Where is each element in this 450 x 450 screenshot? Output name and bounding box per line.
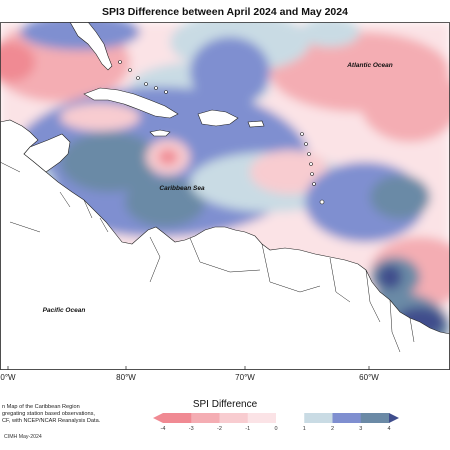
central-america bbox=[0, 119, 450, 370]
legend-high-arrow bbox=[389, 413, 399, 423]
legend-swatch bbox=[163, 413, 192, 423]
legend-tick-label: -1 bbox=[245, 426, 251, 432]
cuba bbox=[83, 87, 179, 119]
pacific-ocean-label: Pacific Ocean bbox=[43, 307, 86, 314]
legend-tick-label: -2 bbox=[217, 426, 222, 432]
spi-difference-map: Atlantic Ocean Caribbean Sea Pacific Oce… bbox=[0, 22, 450, 370]
legend-tick-label: 4 bbox=[387, 426, 391, 432]
legend-tick-label: 3 bbox=[359, 426, 363, 432]
legend-color-bar bbox=[153, 413, 399, 423]
lon-tick-label: 70°W bbox=[235, 373, 255, 382]
legend-tick-label: -4 bbox=[160, 426, 166, 432]
country-borders bbox=[0, 161, 415, 353]
legend-swatch bbox=[247, 413, 277, 423]
lon-tick-label: 0°W bbox=[0, 373, 16, 382]
footnote-line: gregating station based observations, bbox=[2, 411, 95, 417]
jamaica bbox=[149, 129, 171, 137]
legend-tick-label: 2 bbox=[330, 426, 335, 432]
yucatan bbox=[23, 133, 71, 173]
lon-tick-label: 60°W bbox=[359, 373, 379, 382]
footnote-line: CF, with NCEP/NCAR Reanalysis Data. bbox=[2, 418, 101, 424]
legend-swatch bbox=[276, 413, 305, 423]
legend-swatch bbox=[360, 413, 390, 423]
credit-text: CIMH May-2024 bbox=[4, 434, 42, 440]
legend-tick-label: -3 bbox=[188, 426, 194, 432]
land-masses bbox=[0, 22, 450, 370]
legend-tick-label: 0 bbox=[274, 426, 278, 432]
map-title: SPI3 Difference between April 2024 and M… bbox=[102, 6, 348, 18]
longitude-ticks bbox=[7, 366, 370, 370]
legend-swatch bbox=[332, 413, 362, 423]
legend-title: SPI Difference bbox=[192, 399, 258, 410]
puerto-rico bbox=[247, 120, 265, 128]
florida bbox=[69, 22, 113, 71]
legend-swatch bbox=[191, 413, 220, 423]
spi-anomaly-field bbox=[0, 22, 450, 370]
lon-tick-label: 80°W bbox=[116, 373, 136, 382]
legend-low-arrow bbox=[153, 413, 163, 423]
atlantic-ocean-label: Atlantic Ocean bbox=[346, 62, 393, 69]
caribbean-sea-label: Caribbean Sea bbox=[159, 185, 205, 192]
legend-tick-label: 1 bbox=[302, 426, 306, 432]
legend-swatch bbox=[304, 413, 333, 423]
legend-swatch bbox=[219, 413, 249, 423]
footnote-line: n Map of the Caribbean Region bbox=[2, 404, 80, 410]
hispaniola bbox=[197, 109, 239, 127]
